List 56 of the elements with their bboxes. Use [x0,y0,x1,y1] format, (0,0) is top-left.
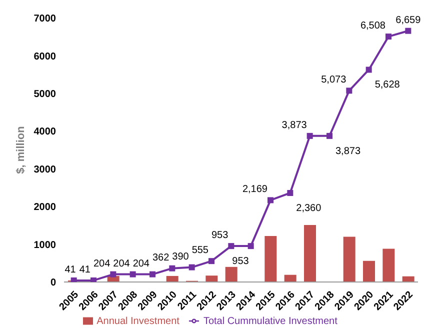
point [386,34,392,40]
point [346,88,352,94]
data-label: 2,360 [296,202,322,214]
point [150,271,156,278]
point [110,271,116,278]
point [90,277,96,282]
point [208,258,214,264]
point [130,271,136,278]
bar [206,276,218,282]
y-tick-label: 1000 [34,240,56,251]
data-label: 953 [232,256,250,268]
data-label: 204 [132,258,150,270]
point [228,243,234,250]
bar [363,260,375,282]
y-tick-label: 4000 [34,126,56,138]
y-tick-label: 7000 [34,14,56,25]
data-label: 555 [192,245,209,256]
point [306,132,313,139]
data-label: 2,169 [242,184,268,196]
bar [264,236,277,282]
point [268,197,274,204]
point [405,28,412,34]
legend-label: Annual Investment [96,316,180,327]
bar [304,225,316,282]
data-label: 3,873 [336,146,361,157]
data-label: 204 [93,258,111,270]
data-label: 41 [64,264,76,276]
data-label: 953 [211,230,229,242]
y-tick-label: 6000 [34,51,56,62]
data-label: 41 [79,264,91,276]
data-label: 6,659 [396,14,422,26]
data-label: 362 [152,252,170,264]
bar [382,248,395,282]
data-label: 204 [113,258,130,270]
point [287,190,294,196]
y-tick-label: 0 [50,278,56,289]
data-label: 5,628 [374,80,400,91]
point [169,265,176,272]
bar [343,236,356,282]
point [70,277,77,282]
data-label: 390 [172,251,190,262]
data-label: 6,508 [360,20,386,32]
point [188,264,195,270]
point [366,66,372,73]
y-tick-label: 3000 [34,164,56,176]
legend-label: Total Cummulative Investment [203,316,338,327]
bar [225,266,238,282]
point [326,132,332,139]
bar [284,274,296,282]
y-tick-label: 5000 [34,88,56,100]
data-label: 3,873 [282,120,308,131]
bar [166,276,178,282]
y-tick-label: 2000 [34,202,56,214]
point [248,243,254,250]
data-label: 5,073 [321,74,347,86]
y-axis-title: $, million [14,126,27,174]
